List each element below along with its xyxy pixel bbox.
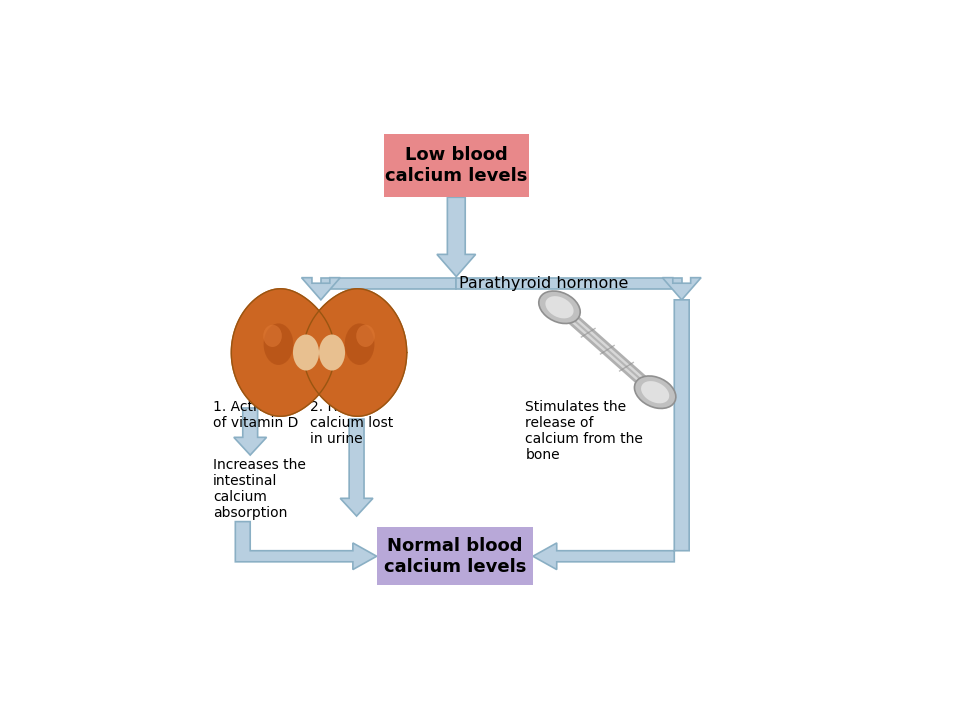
Polygon shape xyxy=(301,278,340,300)
Ellipse shape xyxy=(356,325,374,347)
Ellipse shape xyxy=(539,291,580,323)
Polygon shape xyxy=(533,300,689,570)
Text: Stimulates the
release of
calcium from the
bone: Stimulates the release of calcium from t… xyxy=(525,400,643,462)
Ellipse shape xyxy=(263,325,282,347)
Polygon shape xyxy=(321,278,456,289)
Polygon shape xyxy=(340,419,372,516)
Ellipse shape xyxy=(293,335,319,371)
FancyBboxPatch shape xyxy=(376,527,533,585)
Ellipse shape xyxy=(345,323,374,365)
Text: 1. Activation
of vitamin D: 1. Activation of vitamin D xyxy=(213,400,300,430)
Text: Normal blood
calcium levels: Normal blood calcium levels xyxy=(384,537,526,576)
Ellipse shape xyxy=(635,376,676,408)
Ellipse shape xyxy=(319,335,345,371)
Ellipse shape xyxy=(545,296,574,318)
Text: 2. Reduce
calcium lost
in urine: 2. Reduce calcium lost in urine xyxy=(310,400,393,446)
FancyBboxPatch shape xyxy=(384,133,529,197)
Ellipse shape xyxy=(264,323,294,365)
Ellipse shape xyxy=(641,381,669,403)
Polygon shape xyxy=(303,289,407,416)
Polygon shape xyxy=(662,278,701,300)
Polygon shape xyxy=(456,278,682,289)
Polygon shape xyxy=(234,408,267,455)
Polygon shape xyxy=(231,289,335,416)
Text: Parathyroid hormone: Parathyroid hormone xyxy=(459,276,628,291)
Polygon shape xyxy=(437,197,475,276)
Text: Increases the
intestinal
calcium
absorption: Increases the intestinal calcium absorpt… xyxy=(213,458,306,521)
Text: Low blood
calcium levels: Low blood calcium levels xyxy=(386,146,528,185)
Polygon shape xyxy=(235,521,376,570)
